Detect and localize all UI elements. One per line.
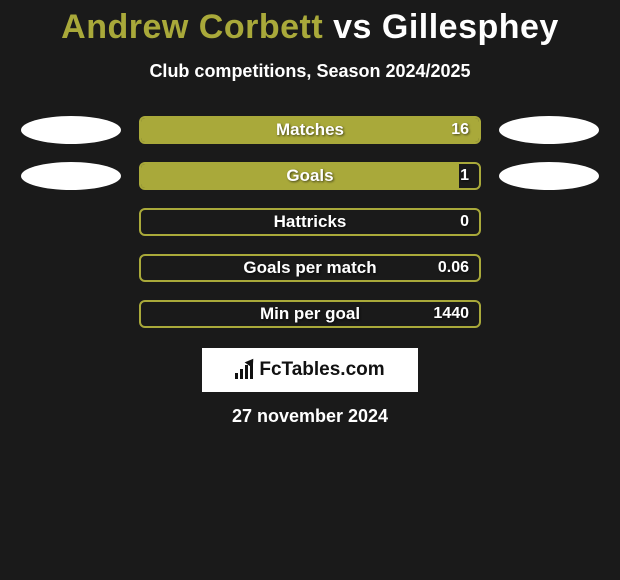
- stat-value: 0.06: [438, 259, 469, 277]
- stat-row: Min per goal 1440: [0, 300, 620, 328]
- stat-row: Hattricks 0: [0, 208, 620, 236]
- stat-row: Matches 16: [0, 116, 620, 144]
- stat-bar: Goals per match 0.06: [139, 254, 481, 282]
- stat-label: Hattricks: [274, 212, 347, 232]
- stat-row: Goals per match 0.06: [0, 254, 620, 282]
- stat-bar: Hattricks 0: [139, 208, 481, 236]
- comparison-title: Andrew Corbett vs Gillesphey: [0, 8, 620, 47]
- stat-value: 16: [451, 121, 469, 139]
- left-marker: [21, 162, 121, 190]
- bar-chart-arrow-icon: [235, 361, 253, 379]
- stat-label: Goals: [286, 166, 333, 186]
- stat-value: 1440: [433, 305, 469, 323]
- stat-bar: Goals 1: [139, 162, 481, 190]
- stat-bar: Min per goal 1440: [139, 300, 481, 328]
- branding-badge: FcTables.com: [202, 348, 418, 392]
- branding-text: FcTables.com: [259, 359, 384, 381]
- subtitle: Club competitions, Season 2024/2025: [0, 61, 620, 82]
- right-marker: [499, 162, 599, 190]
- player2-name: Gillesphey: [382, 8, 559, 46]
- left-marker: [21, 116, 121, 144]
- player1-name: Andrew Corbett: [61, 8, 323, 46]
- stat-value: 1: [460, 167, 469, 185]
- snapshot-date: 27 november 2024: [0, 406, 620, 427]
- stat-label: Matches: [276, 120, 344, 140]
- stat-row: Goals 1: [0, 162, 620, 190]
- stat-label: Goals per match: [243, 258, 376, 278]
- stats-rows: Matches 16 Goals 1 Hattricks 0 Goals per match…: [0, 116, 620, 328]
- right-marker: [499, 116, 599, 144]
- stat-value: 0: [460, 213, 469, 231]
- stat-label: Min per goal: [260, 304, 360, 324]
- vs-text: vs: [333, 8, 372, 46]
- stat-bar: Matches 16: [139, 116, 481, 144]
